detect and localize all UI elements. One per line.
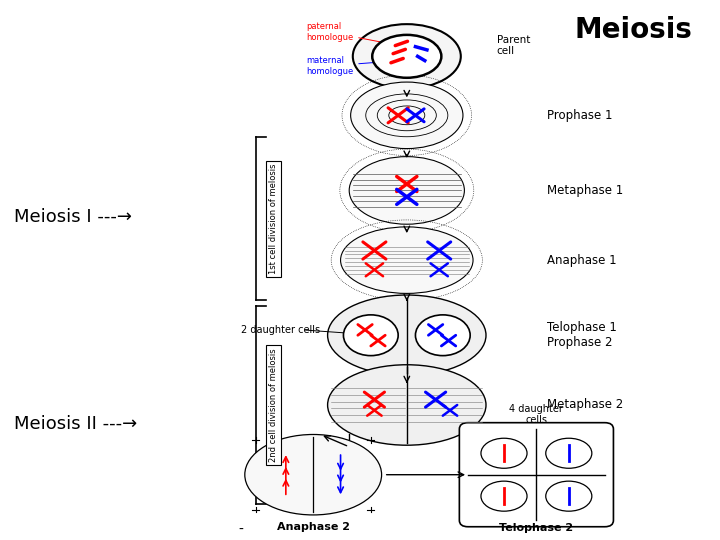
Text: Meiosis II ---→: Meiosis II ---→ — [14, 415, 138, 433]
Ellipse shape — [372, 35, 441, 78]
Text: Parent
cell: Parent cell — [497, 35, 530, 57]
Text: Telophase 2: Telophase 2 — [500, 523, 573, 533]
Text: paternal
homologue: paternal homologue — [306, 23, 396, 46]
Text: Meiosis: Meiosis — [575, 16, 693, 44]
Ellipse shape — [351, 82, 463, 148]
Ellipse shape — [245, 435, 382, 515]
Text: Prophase 1: Prophase 1 — [547, 109, 613, 122]
Text: Telophase 1
Prophase 2: Telophase 1 Prophase 2 — [547, 321, 617, 349]
Ellipse shape — [415, 315, 470, 356]
Text: 2nd cell division of melosis: 2nd cell division of melosis — [269, 348, 278, 462]
Text: Anaphase 2: Anaphase 2 — [276, 522, 350, 532]
Ellipse shape — [328, 364, 486, 445]
Text: 1st cell division of melosis: 1st cell division of melosis — [269, 163, 278, 274]
Ellipse shape — [349, 157, 464, 224]
Text: Anaphase 1: Anaphase 1 — [547, 254, 617, 267]
Text: 2 daughter cells: 2 daughter cells — [241, 325, 320, 335]
Text: Meiosis I ---→: Meiosis I ---→ — [14, 208, 132, 226]
Ellipse shape — [546, 438, 592, 468]
Ellipse shape — [481, 438, 527, 468]
Ellipse shape — [343, 315, 398, 356]
FancyBboxPatch shape — [459, 423, 613, 526]
Ellipse shape — [341, 227, 473, 293]
Text: Metaphase 2: Metaphase 2 — [547, 399, 624, 411]
Ellipse shape — [353, 24, 461, 89]
Text: 4 daughter
cells: 4 daughter cells — [510, 404, 563, 426]
Text: -: - — [239, 523, 243, 537]
Ellipse shape — [481, 481, 527, 511]
Ellipse shape — [546, 481, 592, 511]
Text: Metaphase 1: Metaphase 1 — [547, 184, 624, 197]
Ellipse shape — [328, 295, 486, 375]
Text: maternal
homologue: maternal homologue — [306, 56, 416, 76]
